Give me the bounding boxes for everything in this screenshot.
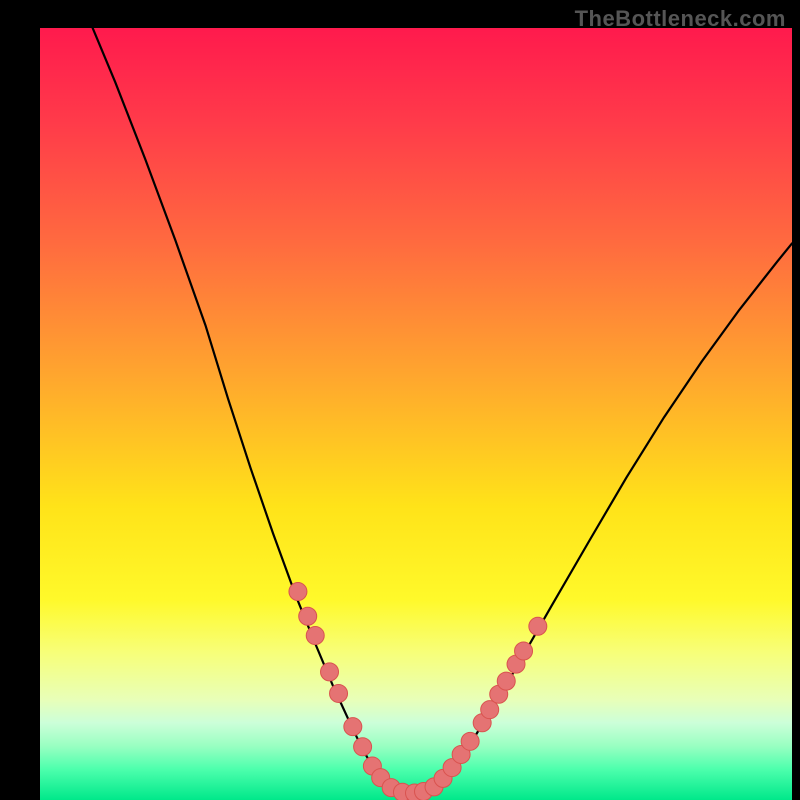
curve-marker: [289, 583, 307, 601]
curve-marker: [481, 701, 499, 719]
curve-marker: [321, 663, 339, 681]
curve-marker: [461, 732, 479, 750]
curve-marker: [515, 642, 533, 660]
gradient-background: [40, 28, 792, 800]
curve-marker: [344, 718, 362, 736]
curve-marker: [299, 607, 317, 625]
bottleneck-curve-chart: [40, 28, 792, 800]
curve-marker: [354, 738, 372, 756]
curve-marker: [497, 672, 515, 690]
curve-marker: [306, 627, 324, 645]
plot-area: [40, 28, 792, 800]
curve-marker: [529, 617, 547, 635]
curve-marker: [330, 684, 348, 702]
